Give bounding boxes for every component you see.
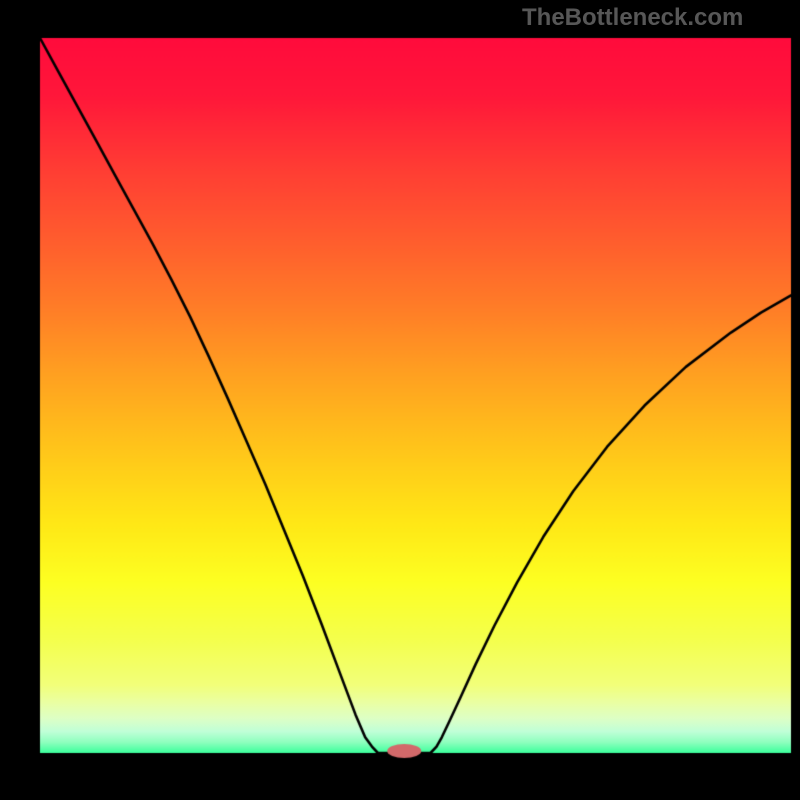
bottleneck-chart [0, 0, 800, 800]
